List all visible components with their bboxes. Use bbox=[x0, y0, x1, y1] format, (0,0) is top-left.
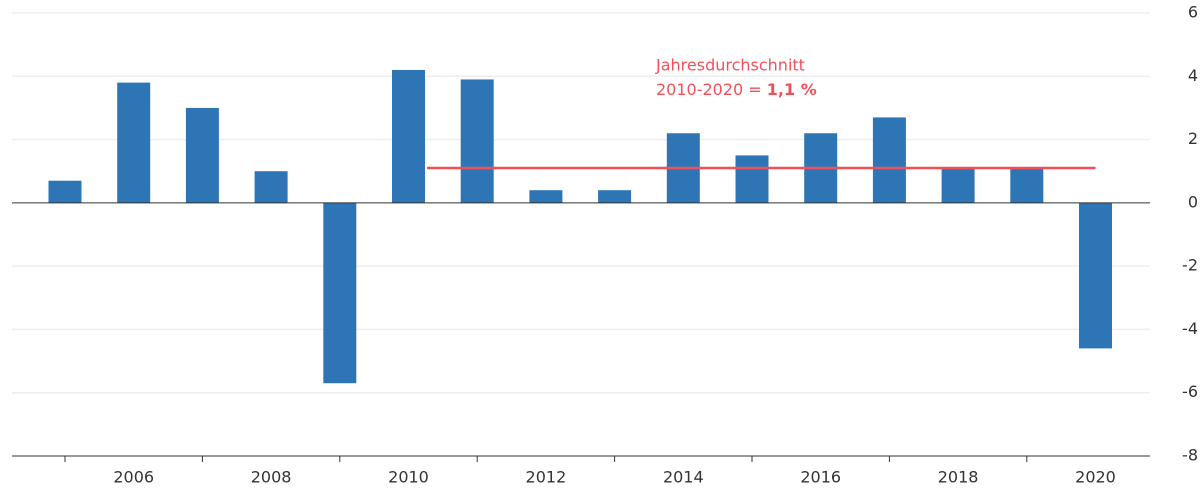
x-tick-label: 2012 bbox=[526, 468, 567, 487]
y-tick-label: -6 bbox=[1182, 382, 1198, 401]
bar bbox=[254, 171, 288, 203]
y-tick-label: 4 bbox=[1188, 66, 1198, 85]
bar bbox=[941, 168, 975, 203]
bar bbox=[392, 69, 425, 203]
bar bbox=[872, 117, 906, 203]
y-tick-label: -8 bbox=[1182, 446, 1198, 465]
y-tick-label: 6 bbox=[1188, 3, 1198, 22]
bar bbox=[460, 79, 494, 203]
x-tick-label: 2010 bbox=[388, 468, 429, 487]
annotation-value: 1,1 % bbox=[767, 80, 817, 99]
bar bbox=[117, 82, 151, 203]
annotation-line2: 2010-2020 = 1,1 % bbox=[656, 80, 817, 99]
x-tick-label: 2016 bbox=[800, 468, 841, 487]
x-tick-label: 2006 bbox=[113, 468, 154, 487]
annotation-line1: Jahresdurchschnitt bbox=[655, 56, 805, 75]
y-tick-label: -2 bbox=[1182, 256, 1198, 275]
y-tick-label: -4 bbox=[1182, 319, 1198, 338]
bar bbox=[598, 190, 632, 203]
bar bbox=[48, 180, 82, 203]
bar bbox=[185, 107, 219, 203]
x-tick-label: 2020 bbox=[1075, 468, 1116, 487]
annotation-text: 2010-2020 = bbox=[656, 80, 762, 99]
bar bbox=[529, 190, 563, 203]
bar bbox=[323, 202, 357, 384]
bar bbox=[735, 155, 769, 203]
x-tick-label: 2018 bbox=[938, 468, 979, 487]
x-tick-label: 2008 bbox=[251, 468, 292, 487]
y-tick-label: 0 bbox=[1188, 192, 1198, 211]
x-tick-label: 2014 bbox=[663, 468, 704, 487]
y-tick-label: 2 bbox=[1188, 129, 1198, 148]
bar bbox=[1010, 168, 1044, 203]
bar bbox=[1079, 202, 1112, 349]
